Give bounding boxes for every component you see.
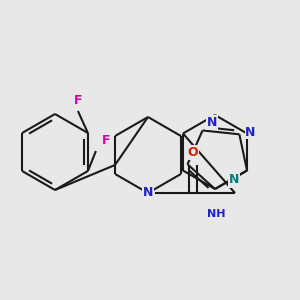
Text: F: F	[102, 134, 110, 147]
Text: F: F	[74, 94, 82, 107]
Text: O: O	[188, 146, 198, 159]
Text: N: N	[245, 126, 256, 139]
Text: N: N	[229, 173, 239, 186]
Text: NH: NH	[207, 209, 225, 219]
Text: N: N	[207, 116, 217, 129]
Text: N: N	[143, 187, 153, 200]
